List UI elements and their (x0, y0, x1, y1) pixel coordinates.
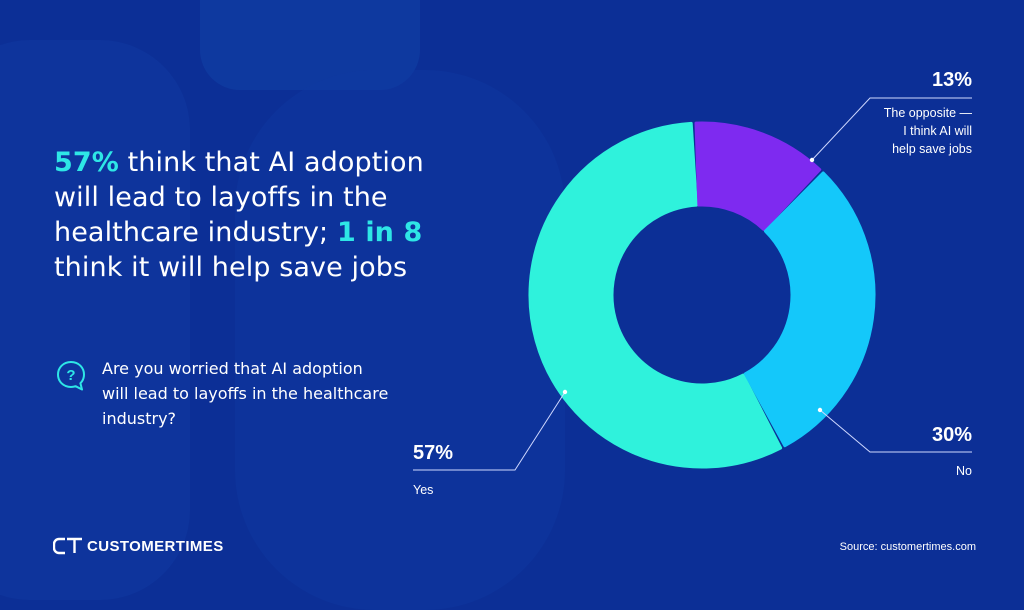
headline-text-end: think it will help save jobs (54, 252, 408, 283)
slice-percent-no: 30% (932, 424, 972, 446)
slice-opposite (694, 121, 822, 231)
slice-yes (528, 121, 783, 469)
question-text: Are you worried that AI adoption will le… (102, 359, 389, 428)
slice-label-opposite-line: The opposite — (884, 106, 973, 120)
svg-text:?: ? (66, 367, 75, 384)
callout-dot-opposite (809, 157, 815, 163)
background-shape (200, 0, 420, 90)
callout-line-yes (413, 391, 566, 471)
slice-label-no: No (956, 464, 972, 478)
headline-text: think that AI adoption will lead to layo… (54, 147, 424, 248)
slice-label-opposite-line: help save jobs (892, 142, 972, 156)
slice-label-opposite: The opposite — I think AI will help save j… (884, 106, 973, 156)
logo-text: CUSTOMERTIMES (87, 537, 224, 555)
donut-chart: 57% Yes 13% The opposite — I think AI wil… (413, 69, 973, 497)
background-shape (235, 70, 565, 610)
customertimes-logo: CUSTOMERTIMES (53, 534, 224, 558)
slice-percent-opposite: 13% (932, 69, 972, 91)
headline: 57% think that AI adoption will lead to … (54, 145, 434, 285)
slice-percent-yes: 57% (413, 442, 453, 464)
slice-no (743, 171, 876, 448)
background-shape (0, 40, 190, 600)
headline-highlight-ratio: 1 in 8 (336, 217, 423, 248)
callout-lines (413, 97, 972, 471)
callout-dot-no (817, 407, 823, 413)
callout-line-no (819, 409, 972, 453)
survey-question: ? Are you worried that AI adoption will … (56, 356, 396, 446)
source-note: Source: customertimes.com (839, 541, 976, 553)
customertimes-logo-icon (53, 537, 82, 555)
callout-dot-yes (562, 389, 568, 395)
question-bubble-icon: ? (57, 361, 85, 391)
headline-highlight-percent: 57% (54, 147, 119, 178)
slice-label-yes: Yes (413, 483, 433, 497)
slice-label-opposite-line: I think AI will (903, 124, 972, 138)
callout-line-opposite (811, 97, 972, 161)
